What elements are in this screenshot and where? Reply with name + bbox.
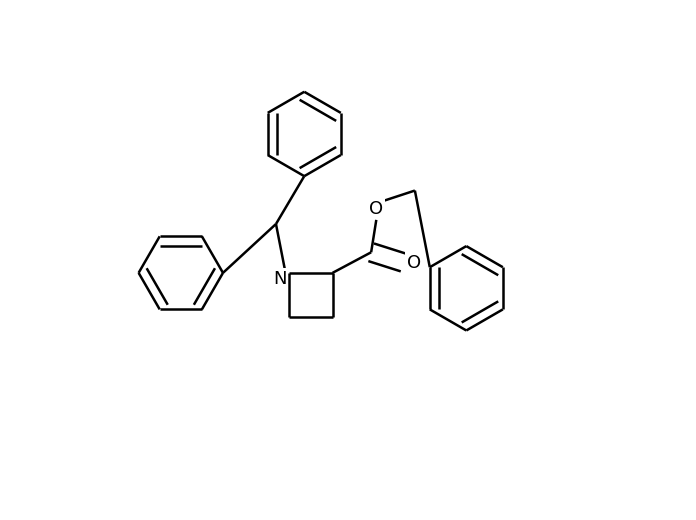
Text: O: O	[370, 200, 383, 217]
Text: N: N	[273, 270, 286, 288]
Text: O: O	[406, 254, 421, 271]
